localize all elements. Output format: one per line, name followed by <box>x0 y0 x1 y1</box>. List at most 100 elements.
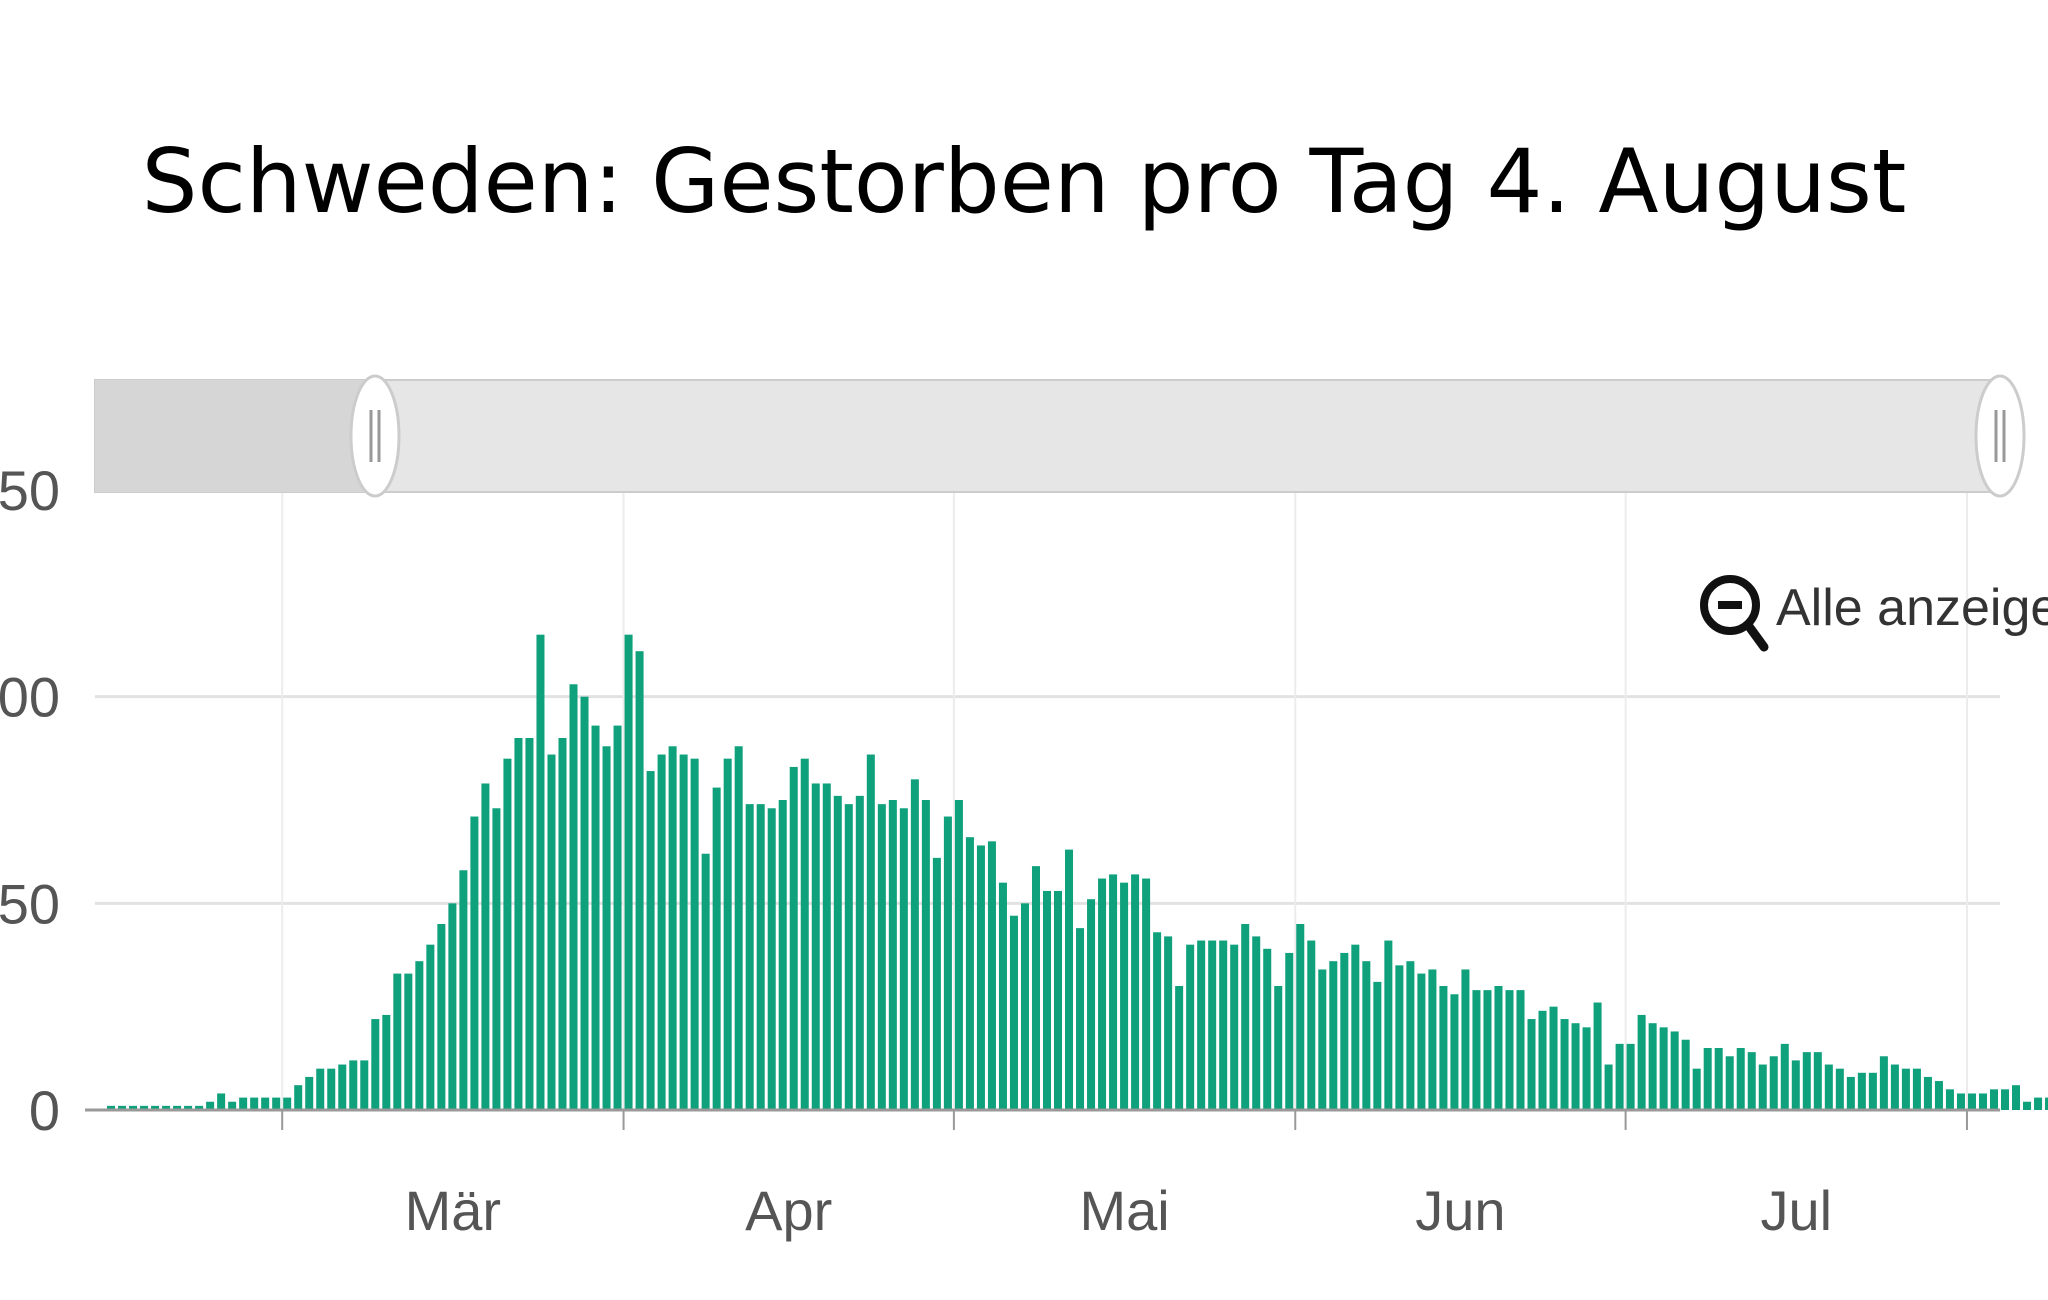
bar <box>217 1093 226 1110</box>
bar <box>206 1101 215 1110</box>
reset-zoom-button[interactable]: Alle anzeigen <box>1700 575 2048 652</box>
bar <box>1945 1089 1954 1110</box>
bar <box>1054 890 1063 1110</box>
bar <box>1802 1052 1811 1110</box>
bar <box>195 1105 204 1110</box>
y-tick-label: 50 <box>0 872 60 935</box>
bar <box>2034 1097 2043 1110</box>
bar <box>1009 915 1018 1110</box>
bar <box>162 1105 171 1110</box>
bar <box>1989 1089 1998 1110</box>
bar <box>701 853 710 1110</box>
bar <box>426 944 435 1110</box>
y-tick-label: 0 <box>29 1079 60 1142</box>
bar <box>1153 932 1162 1110</box>
bar <box>844 804 853 1110</box>
bar <box>283 1097 292 1110</box>
navigator-track[interactable] <box>94 379 2001 493</box>
bar <box>1142 878 1151 1110</box>
bar <box>1901 1068 1910 1110</box>
bar <box>1846 1076 1855 1110</box>
bar <box>1252 936 1261 1110</box>
bar <box>1736 1048 1745 1110</box>
navigator-masked-region <box>95 380 375 492</box>
bar <box>360 1060 369 1110</box>
bar <box>734 746 743 1110</box>
navigator-left-handle[interactable] <box>349 374 401 498</box>
bar <box>822 783 831 1110</box>
bar <box>1879 1056 1888 1110</box>
bar <box>943 816 952 1110</box>
bar <box>1824 1064 1833 1110</box>
bar <box>1175 986 1184 1110</box>
bar <box>338 1064 347 1110</box>
bar <box>1131 874 1140 1110</box>
bar <box>1637 1014 1646 1110</box>
bar <box>1417 973 1426 1110</box>
bar <box>151 1105 160 1110</box>
bar <box>327 1068 336 1110</box>
bar <box>492 808 501 1110</box>
bar <box>1780 1043 1789 1110</box>
bar <box>1582 1027 1591 1110</box>
bar <box>481 783 490 1110</box>
bar <box>2001 1089 2010 1110</box>
bar <box>932 857 941 1110</box>
bar <box>547 754 556 1110</box>
bar <box>1098 878 1107 1110</box>
bar <box>866 754 875 1110</box>
bar <box>1076 928 1085 1110</box>
bar <box>1813 1052 1822 1110</box>
bar <box>1406 961 1415 1110</box>
bar <box>1120 882 1129 1110</box>
bar <box>679 754 688 1110</box>
bar <box>1020 903 1029 1110</box>
navigator-right-handle[interactable] <box>1974 374 2026 498</box>
bar <box>602 746 611 1110</box>
bar <box>129 1105 138 1110</box>
bar <box>1725 1056 1734 1110</box>
bar <box>624 634 633 1110</box>
x-axis: Mär Apr Mai Jun Jul <box>405 1179 1832 1242</box>
bar <box>1659 1027 1668 1110</box>
chart-title: Schweden: Gestorben pro Tag 4. August <box>141 130 1907 233</box>
bar <box>1109 874 1118 1110</box>
bar <box>1395 965 1404 1110</box>
bar <box>789 766 798 1110</box>
bar <box>1351 944 1360 1110</box>
bar <box>1472 990 1481 1110</box>
bar <box>954 800 963 1110</box>
bar <box>1065 849 1074 1110</box>
bar <box>1703 1048 1712 1110</box>
y-axis: 0 50 100 150 <box>0 459 60 1142</box>
bar <box>811 783 820 1110</box>
bar <box>1626 1043 1635 1110</box>
bar <box>646 771 655 1110</box>
bar <box>118 1105 127 1110</box>
zoom-out-icon <box>1700 575 1769 652</box>
bar <box>778 800 787 1110</box>
bar <box>1890 1064 1899 1110</box>
bar <box>1450 994 1459 1110</box>
bar <box>261 1097 270 1110</box>
bar <box>294 1085 303 1110</box>
bar <box>1670 1031 1679 1110</box>
bar <box>723 758 732 1110</box>
bar <box>855 795 864 1110</box>
bar <box>998 882 1007 1110</box>
bar <box>1934 1081 1943 1110</box>
bar <box>1835 1068 1844 1110</box>
bar <box>657 754 666 1110</box>
bar <box>1274 986 1283 1110</box>
bar <box>1747 1052 1756 1110</box>
bar <box>1461 969 1470 1110</box>
bar <box>1516 990 1525 1110</box>
bar <box>1681 1039 1690 1110</box>
reset-zoom-label: Alle anzeigen <box>1776 579 2048 637</box>
range-navigator[interactable] <box>94 374 2026 498</box>
bar <box>1549 1006 1558 1110</box>
bar <box>1494 986 1503 1110</box>
bar <box>1615 1043 1624 1110</box>
bar <box>1439 986 1448 1110</box>
